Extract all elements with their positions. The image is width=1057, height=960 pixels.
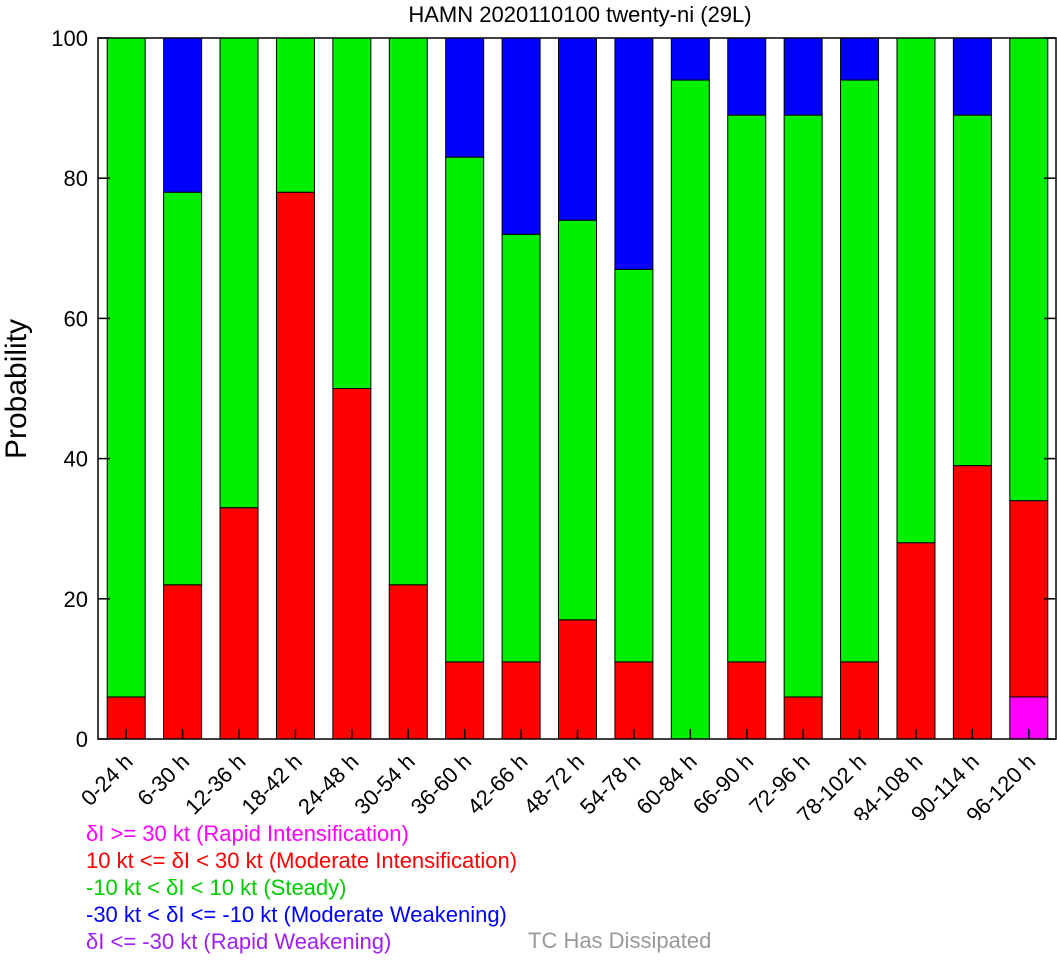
bar-segment-mw-15 [952,37,992,116]
bar-segment-steady-4 [332,37,372,389]
bar-segment-mi-2 [219,507,259,740]
bar-segment-mw-9 [614,37,654,270]
bar-segment-mi-6 [445,661,485,740]
bar-segment-mi-3 [275,191,315,740]
x-tick-label-6: 36-60 h [406,749,476,819]
y-tick-label-5: 100 [51,26,88,51]
legend-rapid-intensification: δI >= 30 kt (Rapid Intensification) [86,821,409,846]
bar-segment-steady-5 [388,37,428,586]
legend: δI >= 30 kt (Rapid Intensification) 10 k… [86,820,1046,955]
chart-title: HAMN 2020110100 twenty-ni (29L) [408,2,751,27]
bar-segment-mi-4 [332,388,372,740]
bar-segment-steady-16 [1009,37,1049,502]
bar-segment-mw-12 [783,37,823,116]
bar-segment-steady-7 [501,233,541,663]
bar-segment-mi-9 [614,661,654,740]
y-tick-label-0: 0 [76,727,88,752]
x-tick-label-8: 48-72 h [519,749,589,819]
bar-segment-steady-12 [783,114,823,698]
bars-layer [106,37,1049,740]
probability-chart: HAMN 2020110100 twenty-ni (29L) Probabil… [0,2,1057,820]
bar-segment-mi-16 [1009,500,1049,698]
legend-steady: -10 kt < δI < 10 kt (Steady) [86,875,347,900]
bar-segment-mi-11 [727,661,767,740]
x-tick-label-9: 54-78 h [575,749,645,819]
x-tick-label-10: 60-84 h [631,749,701,819]
bar-segment-mw-13 [840,37,880,81]
bar-segment-steady-11 [727,114,767,663]
bar-segment-mw-6 [445,37,485,158]
legend-moderate-intensification: 10 kt <= δI < 30 kt (Moderate Intensific… [86,848,518,873]
bar-segment-steady-1 [163,191,203,586]
x-tick-label-11: 66-90 h [688,749,758,819]
bar-segment-mi-13 [840,661,880,740]
bar-segment-mi-1 [163,584,203,740]
bar-segment-mi-8 [558,619,597,740]
x-tick-label-3: 18-42 h [237,749,307,819]
bar-segment-steady-10 [670,79,710,740]
bar-segment-steady-13 [840,79,880,663]
y-tick-label-3: 60 [64,306,88,331]
y-tick-label-4: 80 [64,166,88,191]
bar-segment-steady-14 [896,37,936,544]
bar-segment-steady-9 [614,268,654,663]
x-tick-label-5: 30-54 h [349,749,419,819]
bar-segment-steady-6 [445,156,485,663]
legend-tc-dissipated: TC Has Dissipated [528,928,712,953]
bar-segment-mw-10 [670,37,710,81]
bar-segment-mi-14 [896,542,936,740]
legend-moderate-weakening: -30 kt < δI <= -10 kt (Moderate Weakenin… [86,902,507,927]
bar-segment-steady-0 [106,37,146,698]
bar-segment-steady-15 [952,114,992,467]
bar-segment-mi-15 [952,465,992,740]
bar-segment-mw-7 [501,37,541,235]
bar-segment-steady-8 [558,219,597,621]
x-tick-label-2: 12-36 h [180,749,250,819]
bar-segment-mi-7 [501,661,541,740]
bar-segment-steady-3 [275,37,315,193]
x-tick-label-7: 42-66 h [462,749,532,819]
legend-rapid-weakening: δI <= -30 kt (Rapid Weakening) [86,929,392,954]
bar-segment-mw-8 [558,37,597,221]
bar-segment-mw-1 [163,37,203,193]
x-tick-label-4: 24-48 h [293,749,363,819]
y-tick-label-1: 20 [64,587,88,612]
y-tick-label-2: 40 [64,447,88,472]
x-tick-label-0: 0-24 h [76,749,138,811]
bar-segment-mw-11 [727,37,767,116]
y-axis-label: Probability [0,319,33,459]
bar-segment-mi-5 [388,584,428,740]
bar-segment-steady-2 [219,37,259,509]
